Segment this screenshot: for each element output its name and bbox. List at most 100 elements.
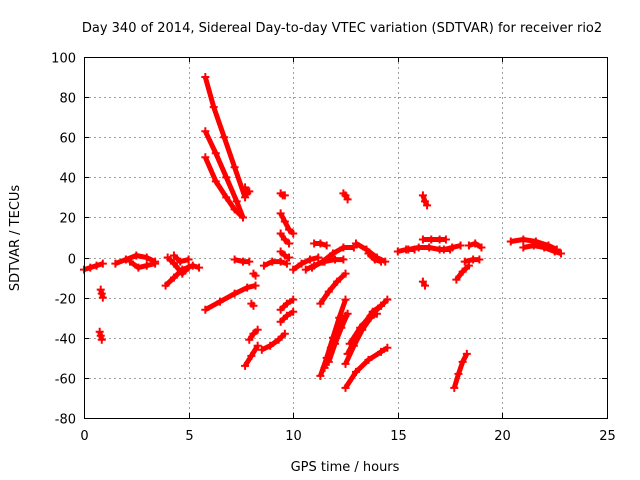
data-point bbox=[184, 255, 193, 264]
data-point bbox=[249, 301, 258, 310]
data-point bbox=[540, 243, 549, 252]
data-point bbox=[97, 335, 106, 344]
data-point bbox=[247, 351, 256, 360]
data-point bbox=[418, 191, 427, 200]
data-point bbox=[324, 287, 333, 296]
data-point bbox=[341, 295, 350, 304]
data-series bbox=[452, 261, 473, 284]
data-point bbox=[356, 323, 365, 332]
data-point bbox=[316, 299, 325, 308]
data-point bbox=[276, 247, 285, 256]
data-series bbox=[163, 253, 193, 278]
data-point bbox=[506, 237, 515, 246]
data-point bbox=[276, 305, 285, 314]
data-point bbox=[377, 347, 386, 356]
data-series bbox=[341, 343, 392, 392]
data-series bbox=[276, 247, 294, 262]
x-tick-label: 0 bbox=[80, 429, 88, 444]
data-point bbox=[320, 363, 329, 372]
data-point bbox=[420, 197, 429, 206]
data-series bbox=[95, 327, 106, 344]
data-point bbox=[301, 265, 310, 274]
data-point bbox=[268, 257, 277, 266]
data-series bbox=[259, 257, 291, 270]
data-point bbox=[111, 259, 120, 268]
data-point bbox=[178, 269, 187, 278]
data-point bbox=[211, 177, 220, 186]
y-tick-label: 60 bbox=[59, 132, 76, 147]
x-tick-label: 25 bbox=[599, 429, 616, 444]
axis-ticks: 0 5 10 15 20 25 -80 -60 -40 -20 0 20 40 60 80 100 bbox=[51, 52, 616, 445]
data-point bbox=[251, 271, 260, 280]
data-point bbox=[169, 259, 178, 268]
data-point bbox=[280, 329, 289, 338]
data-point bbox=[169, 251, 178, 260]
data-point bbox=[349, 243, 358, 252]
data-series bbox=[276, 209, 298, 238]
data-point bbox=[519, 235, 528, 244]
data-point bbox=[343, 309, 352, 318]
data-point bbox=[341, 359, 350, 368]
data-point bbox=[86, 263, 95, 272]
data-point bbox=[289, 295, 298, 304]
data-point bbox=[276, 257, 285, 266]
data-series bbox=[241, 341, 262, 370]
data-point bbox=[441, 235, 450, 244]
data-series bbox=[289, 253, 323, 274]
data-series bbox=[201, 153, 247, 222]
data-series bbox=[345, 295, 392, 348]
data-point bbox=[285, 239, 294, 248]
data-point bbox=[253, 341, 262, 350]
data-point bbox=[211, 149, 220, 158]
data-series bbox=[460, 255, 484, 266]
data-point bbox=[245, 335, 254, 344]
data-point bbox=[230, 163, 239, 172]
data-point bbox=[337, 323, 346, 332]
data-point bbox=[238, 213, 247, 222]
data-point bbox=[456, 241, 465, 250]
data-point bbox=[241, 361, 250, 370]
series-trace bbox=[451, 352, 470, 389]
data-point bbox=[249, 329, 258, 338]
data-point bbox=[364, 249, 373, 258]
data-point bbox=[201, 73, 210, 82]
data-series bbox=[316, 269, 350, 308]
data-point bbox=[274, 335, 283, 344]
data-point bbox=[230, 205, 239, 214]
data-point bbox=[452, 275, 461, 284]
data-point bbox=[282, 259, 291, 268]
data-point bbox=[121, 255, 130, 264]
data-series bbox=[276, 229, 294, 248]
data-point bbox=[134, 263, 143, 272]
data-point bbox=[529, 241, 538, 250]
data-point bbox=[132, 251, 141, 260]
data-point bbox=[341, 269, 350, 278]
y-tick-label: 20 bbox=[59, 212, 76, 227]
data-layer bbox=[80, 73, 565, 392]
data-series bbox=[247, 299, 258, 310]
data-point bbox=[427, 235, 436, 244]
data-series bbox=[96, 285, 107, 302]
data-series bbox=[439, 241, 465, 254]
y-tick-label: -40 bbox=[55, 333, 76, 348]
data-point bbox=[215, 297, 224, 306]
data-point bbox=[161, 281, 170, 290]
data-point bbox=[253, 325, 262, 334]
data-series bbox=[126, 257, 160, 272]
y-tick-label: -20 bbox=[55, 293, 76, 308]
data-point bbox=[362, 245, 371, 254]
x-tick-label: 20 bbox=[494, 429, 511, 444]
x-tick-label: 10 bbox=[285, 429, 302, 444]
data-point bbox=[316, 371, 325, 380]
data-point bbox=[305, 255, 314, 264]
data-series bbox=[364, 249, 386, 266]
data-series bbox=[230, 255, 254, 266]
data-series bbox=[257, 329, 289, 354]
chart-title: Day 340 of 2014, Sidereal Day-to-day VTE… bbox=[82, 21, 602, 36]
data-point bbox=[201, 153, 210, 162]
series-trace bbox=[291, 255, 319, 272]
data-point bbox=[471, 239, 480, 248]
data-point bbox=[297, 259, 306, 268]
data-point bbox=[201, 127, 210, 136]
data-point bbox=[95, 327, 104, 336]
